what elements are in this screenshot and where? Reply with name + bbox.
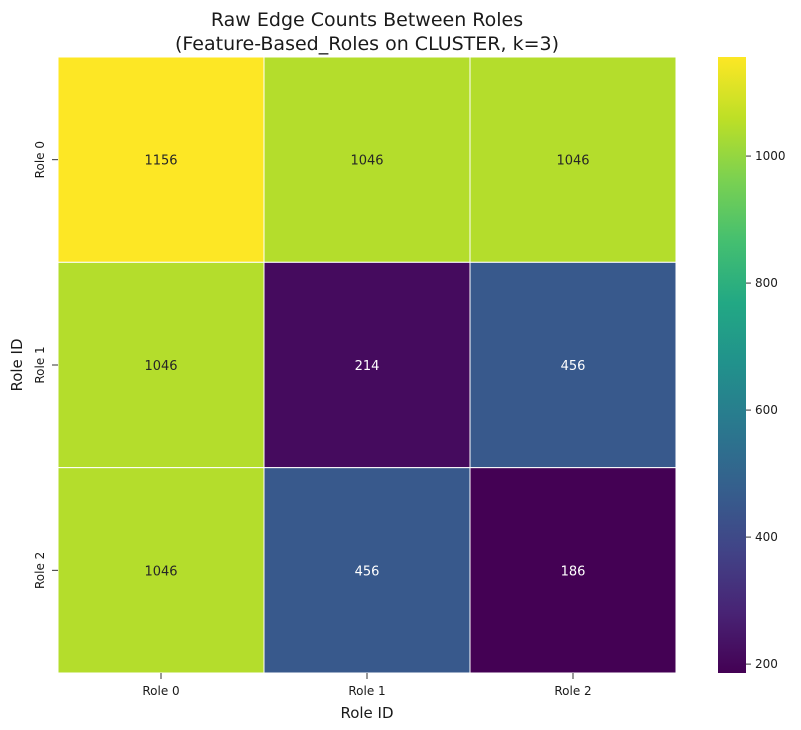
chart-title: Raw Edge Counts Between Roles (Feature-B… [175, 9, 559, 55]
x-tick-label: Role 0 [142, 684, 179, 698]
cell-value-label: 214 [355, 359, 380, 374]
heatmap-cell [263, 467, 471, 674]
heatmap-cell [57, 261, 265, 469]
y-tick-label: Role 2 [33, 552, 47, 589]
heatmap-cells: 1156 1046 1046 1046 214 456 1046 456 186 [57, 56, 677, 674]
heatmap-cell [263, 56, 471, 263]
cell-value-label: 1046 [350, 154, 383, 169]
y-tick-label: Role 1 [33, 346, 47, 383]
cell-value-label: 1046 [144, 564, 177, 579]
cell-value-label: 1046 [556, 154, 589, 169]
cell-value-label: 456 [355, 564, 380, 579]
colorbar-tick-label: 800 [755, 276, 778, 290]
x-tick-label: Role 2 [554, 684, 591, 698]
colorbar-tick-label: 400 [755, 530, 778, 544]
x-tick-label: Role 1 [348, 684, 385, 698]
chart-title-line-1: Raw Edge Counts Between Roles [211, 9, 523, 31]
colorbar-gradient [718, 57, 746, 673]
cell-value-label: 456 [561, 359, 586, 374]
colorbar-tick-label: 200 [755, 657, 778, 671]
heatmap-cell [469, 261, 677, 469]
chart-title-line-2: (Feature-Based_Roles on CLUSTER, k=3) [175, 33, 559, 55]
cell-value-label: 186 [561, 564, 586, 579]
x-axis-label: Role ID [340, 704, 393, 722]
cell-value-label: 1046 [144, 359, 177, 374]
y-axis-ticks: Role 0 Role 1 Role 2 [33, 141, 58, 589]
heatmap-cell [57, 467, 265, 674]
heatmap-cell [57, 56, 265, 263]
y-axis-label: Role ID [8, 338, 26, 391]
heatmap-cell [263, 261, 471, 469]
y-tick-label: Role 0 [33, 141, 47, 178]
cell-value-label: 1156 [144, 154, 177, 169]
colorbar-tick-label: 1000 [755, 149, 786, 163]
heatmap-cell [469, 56, 677, 263]
colorbar: 200 400 600 800 1000 [718, 57, 786, 673]
x-axis-ticks: Role 0 Role 1 Role 2 [142, 673, 592, 698]
colorbar-tick-label: 600 [755, 403, 778, 417]
